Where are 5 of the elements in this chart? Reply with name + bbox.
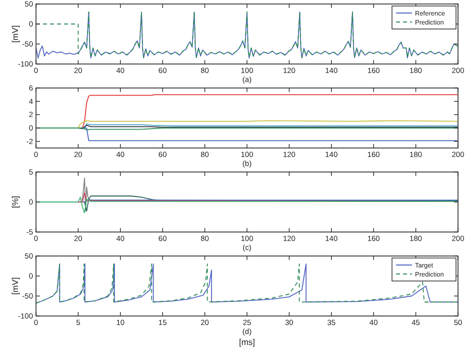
y-axis-title: [%]	[10, 196, 20, 208]
x-axis-title: [ms]	[238, 337, 256, 347]
y-axis-title: [mV]	[10, 25, 20, 43]
y-axis-title: [mV]	[10, 277, 20, 295]
line-series	[36, 264, 458, 304]
